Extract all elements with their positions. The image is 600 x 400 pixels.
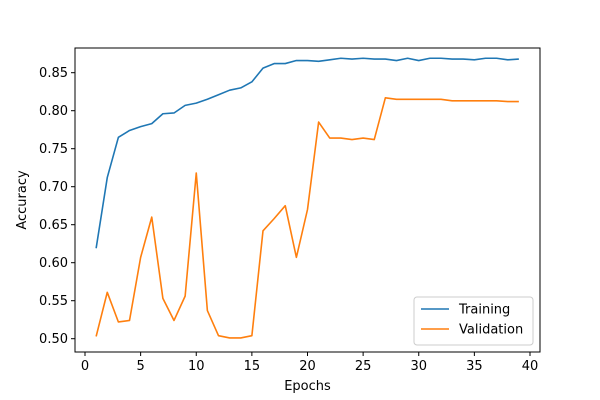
x-tick-label: 25 <box>355 359 372 374</box>
y-tick-label: 0.80 <box>39 104 68 119</box>
y-tick-label: 0.60 <box>39 256 68 271</box>
x-axis-ticks: 0 5 10 15 20 25 30 35 40 <box>81 352 538 374</box>
legend-label-training: Training <box>458 303 510 318</box>
y-axis-label: Accuracy <box>15 170 30 230</box>
y-tick-label: 0.55 <box>39 294 68 309</box>
x-tick-label: 0 <box>81 359 89 374</box>
x-tick-label: 10 <box>188 359 205 374</box>
y-tick-label: 0.70 <box>39 180 68 195</box>
x-axis-label: Epochs <box>284 379 331 394</box>
axes-frame <box>74 47 541 353</box>
x-tick-label: 40 <box>522 359 539 374</box>
x-tick-label: 35 <box>466 359 483 374</box>
x-tick-label: 20 <box>299 359 316 374</box>
series-line-training <box>95 57 519 249</box>
legend-label-validation: Validation <box>459 323 523 338</box>
plot-area <box>95 57 519 339</box>
y-tick-label: 0.85 <box>39 66 68 81</box>
x-tick-label: 5 <box>136 359 144 374</box>
y-tick-label: 0.65 <box>39 218 68 233</box>
y-tick-label: 0.75 <box>39 142 68 157</box>
legend: Training Validation <box>413 296 534 346</box>
x-tick-label: 15 <box>244 359 261 374</box>
series-line-validation <box>95 96 519 339</box>
x-tick-label: 30 <box>410 359 427 374</box>
y-axis-ticks: 0.50 0.55 0.60 0.65 0.70 0.75 0.80 0.85 <box>39 66 75 347</box>
y-tick-label: 0.50 <box>39 332 68 347</box>
